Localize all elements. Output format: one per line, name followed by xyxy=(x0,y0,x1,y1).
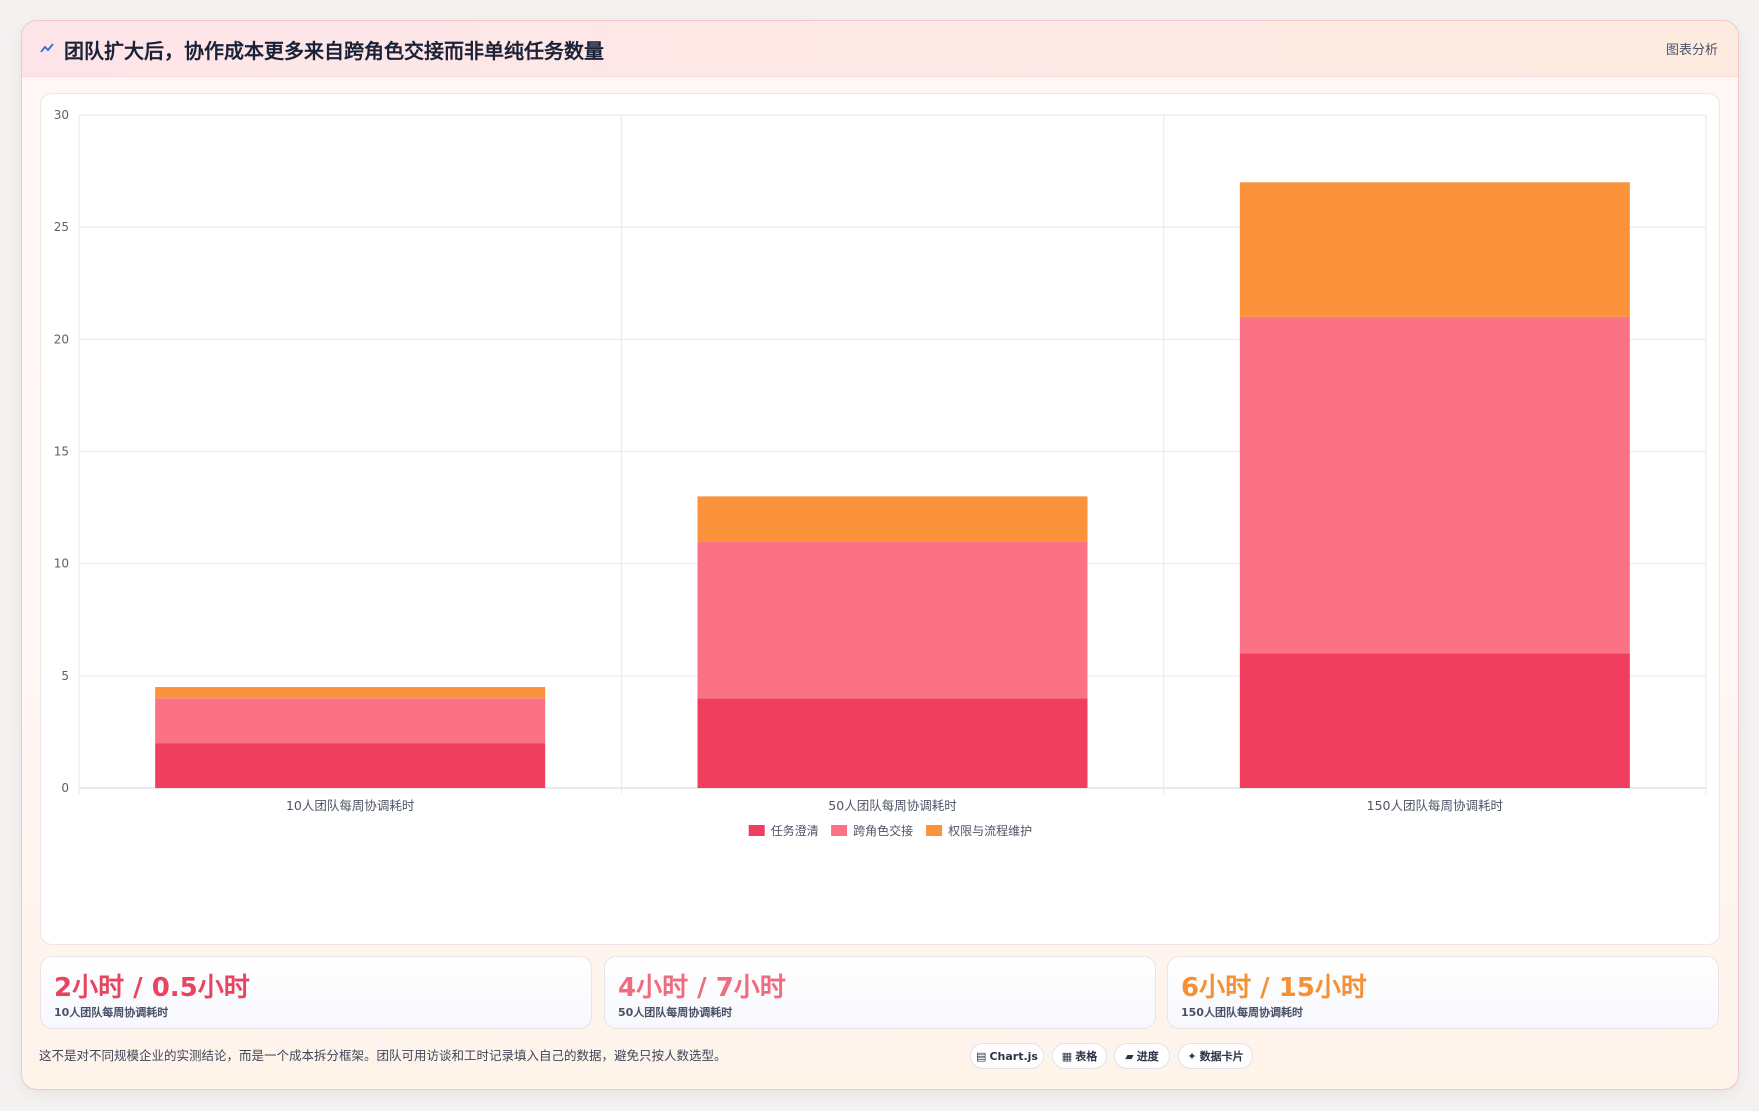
stat-caption: 10人团队每周协调耗时 xyxy=(54,1006,169,1019)
y-tick-label: 30 xyxy=(54,108,69,122)
stat-card-10: 2小时 / 0.5小时 10人团队每周协调耗时 xyxy=(40,956,592,1029)
pill-table[interactable]: ▦ 表格 xyxy=(1052,1043,1107,1069)
stat-caption: 50人团队每周协调耗时 xyxy=(618,1006,733,1019)
y-tick-label: 20 xyxy=(54,332,69,346)
y-tick-label: 10 xyxy=(54,557,69,571)
chart-panel: 0 5 10 15 20 25 30 10人团队每周协调耗时 50人团队每周协调耗时 150人团队… xyxy=(40,93,1720,945)
bar-segment xyxy=(1239,182,1630,317)
table-icon: ▦ xyxy=(1061,1050,1073,1063)
pill-chartjs[interactable]: ▤ Chart.js xyxy=(970,1043,1044,1069)
bar-segment xyxy=(697,496,1088,542)
footnote: 这不是对不同规模企业的实测结论，而是一个成本拆分框架。团队可用访谈和工时记录填入… xyxy=(39,1048,727,1063)
bar-segment xyxy=(697,541,1088,699)
stat-card-50: 4小时 / 7小时 50人团队每周协调耗时 xyxy=(604,956,1156,1029)
x-tick-label: 150人团队每周协调耗时 xyxy=(1367,798,1504,813)
bar-segment xyxy=(1239,316,1630,654)
card-header: 团队扩大后，协作成本更多来自跨角色交接而非单纯任务数量 图表分析 xyxy=(22,21,1738,77)
bar-segment xyxy=(155,743,546,788)
sparkle-icon: ✦ xyxy=(1187,1050,1197,1063)
bar-segment xyxy=(697,698,1088,788)
x-tick-label: 50人团队每周协调耗时 xyxy=(828,798,957,813)
x-tick-label: 10人团队每周协调耗时 xyxy=(286,798,415,813)
chart-card: 团队扩大后，协作成本更多来自跨角色交接而非单纯任务数量 图表分析 0 5 10 15 2… xyxy=(21,20,1739,1090)
bar-segment xyxy=(155,698,546,744)
bar-segment xyxy=(1239,653,1630,788)
progress-icon: ▰ xyxy=(1125,1050,1134,1063)
legend-label: 跨角色交接 xyxy=(853,823,913,838)
chart-icon: ▤ xyxy=(976,1050,987,1063)
chart-title: 团队扩大后，协作成本更多来自跨角色交接而非单纯任务数量 xyxy=(64,39,604,63)
y-tick-label: 15 xyxy=(54,445,69,459)
pill-label: 进度 xyxy=(1136,1050,1159,1063)
legend-swatch xyxy=(748,825,765,836)
stacked-bar-chart: 0 5 10 15 20 25 30 10人团队每周协调耗时 50人团队每周协调耗时 150人团队… xyxy=(54,108,1707,838)
pill-data-card[interactable]: ✦ 数据卡片 xyxy=(1178,1043,1253,1069)
y-tick-label: 0 xyxy=(61,781,69,795)
y-tick-label: 5 xyxy=(61,669,69,683)
stat-value: 4小时 / 7小时 xyxy=(618,973,786,1003)
legend-swatch xyxy=(831,825,848,836)
pill-label: 数据卡片 xyxy=(1199,1050,1244,1063)
stat-value: 6小时 / 15小时 xyxy=(1181,973,1367,1003)
stat-caption: 150人团队每周协调耗时 xyxy=(1181,1006,1303,1019)
legend-swatch xyxy=(926,825,943,836)
legend-label: 权限与流程维护 xyxy=(948,823,1032,838)
pill-label: 表格 xyxy=(1075,1050,1098,1063)
trend-line-icon xyxy=(40,43,54,53)
legend-label: 任务澄清 xyxy=(771,823,819,838)
bar-segment xyxy=(155,687,546,699)
pill-label: Chart.js xyxy=(989,1050,1038,1063)
pill-progress[interactable]: ▰ 进度 xyxy=(1114,1043,1170,1069)
y-tick-label: 25 xyxy=(54,220,69,234)
chart-analysis-link[interactable]: 图表分析 xyxy=(1665,43,1718,58)
stat-card-150: 6小时 / 15小时 150人团队每周协调耗时 xyxy=(1167,956,1719,1029)
stat-value: 2小时 / 0.5小时 xyxy=(54,973,250,1003)
